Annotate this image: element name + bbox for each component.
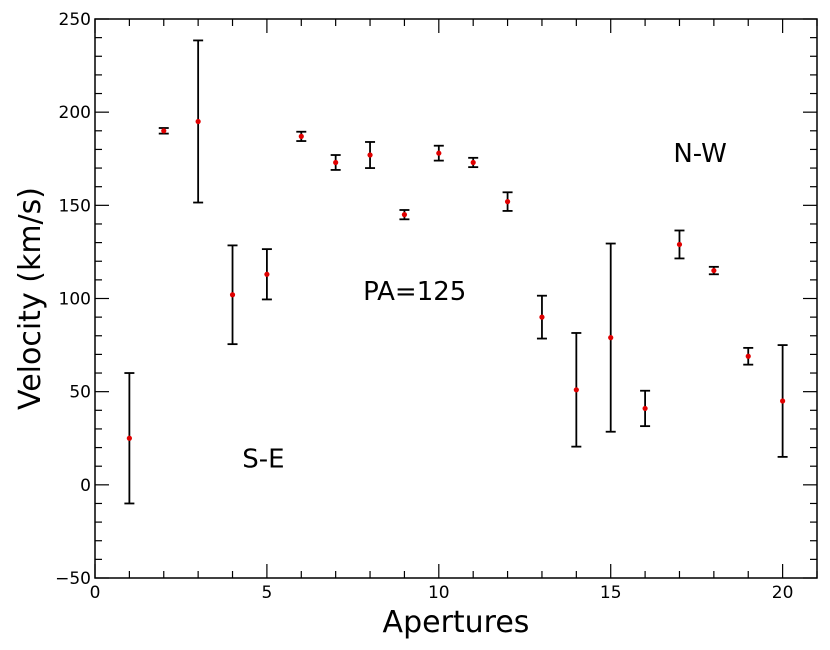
- annotation-label: S-E: [242, 445, 284, 475]
- data-point: [745, 353, 751, 359]
- annotation-label: PA=125: [363, 277, 466, 307]
- x-tick-label: 5: [261, 583, 272, 603]
- y-tick-label: 50: [69, 383, 91, 403]
- x-axis-title: Apertures: [383, 605, 530, 640]
- x-tick-label: 20: [772, 583, 794, 603]
- data-point: [333, 159, 339, 166]
- data-point: [780, 398, 786, 404]
- y-tick-label: 100: [59, 290, 91, 310]
- data-point: [367, 152, 373, 158]
- y-tick-label: −50: [55, 569, 91, 589]
- data-point: [161, 128, 167, 134]
- data-point: [608, 335, 614, 341]
- data-point: [195, 118, 201, 125]
- data-point: [711, 267, 717, 274]
- data-point: [264, 271, 270, 277]
- x-tick-label: 10: [428, 583, 450, 603]
- data-point: [539, 314, 545, 320]
- data-point: [126, 435, 132, 441]
- y-tick-label: 150: [59, 196, 91, 216]
- y-tick-label: 200: [59, 103, 91, 123]
- data-point: [229, 292, 236, 298]
- axis-ticks: [94, 18, 818, 579]
- data-point: [401, 212, 408, 218]
- data-point: [504, 199, 511, 205]
- data-point: [470, 159, 476, 166]
- annotation-label: N-W: [673, 139, 727, 169]
- annotations: N-W PA=125 S-E: [242, 139, 727, 475]
- y-tick-label: 250: [59, 10, 91, 30]
- data-points: [126, 118, 786, 441]
- x-tick-label: 0: [90, 583, 101, 603]
- y-axis-title: Velocity (km/s): [13, 187, 48, 410]
- data-point: [676, 241, 683, 248]
- data-point: [436, 150, 442, 156]
- data-point: [573, 387, 579, 393]
- y-tick-label: 0: [80, 476, 91, 496]
- data-point: [298, 133, 304, 139]
- data-point: [642, 405, 648, 412]
- x-tick-label: 15: [600, 583, 622, 603]
- error-bars: [124, 39, 788, 505]
